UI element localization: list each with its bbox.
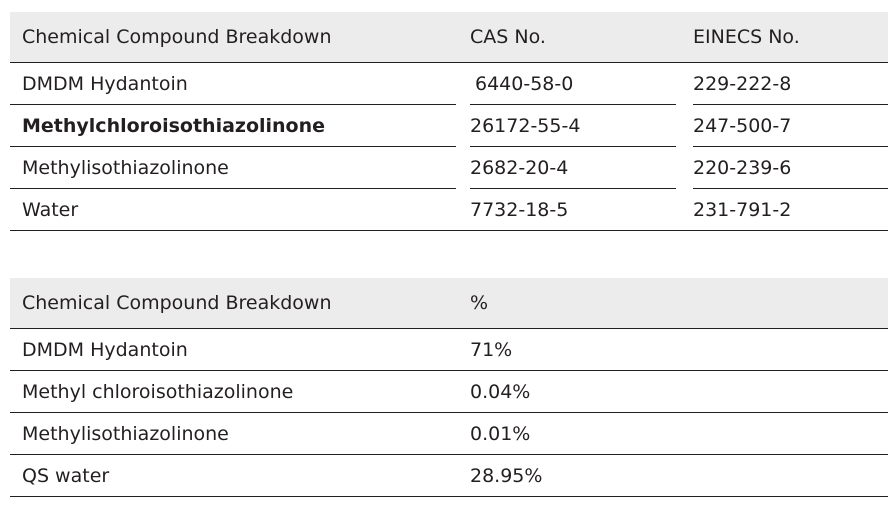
header-compound: Chemical Compound Breakdown [22, 292, 332, 314]
compound-name: Methylisothiazolinone [22, 423, 229, 445]
compound-name: Water [22, 199, 79, 221]
table-row: Methylchloroisothiazolinone 26172-55-4 2… [10, 105, 888, 147]
percent-value: 0.01% [470, 423, 531, 445]
table-row: Methylisothiazolinone 0.01% [10, 413, 888, 455]
compound-name: Methylisothiazolinone [22, 157, 229, 179]
cas-number: 2682-20-4 [470, 157, 569, 179]
row-divider [10, 146, 456, 147]
row-divider [470, 188, 676, 189]
row-divider [470, 146, 676, 147]
cas-number: 26172-55-4 [470, 115, 581, 137]
einecs-number: 229-222-8 [693, 73, 792, 95]
row-divider [693, 104, 888, 105]
row-divider [456, 454, 888, 455]
compound-name: Methylchloroisothiazolinone [22, 115, 326, 137]
table-row: Methyl chloroisothiazolinone 0.04% [10, 371, 888, 413]
table-header: Chemical Compound Breakdown % [10, 278, 888, 329]
compound-name: DMDM Hydantoin [22, 339, 188, 361]
header-einecs: EINECS No. [693, 26, 800, 48]
percent-value: 0.04% [470, 381, 531, 403]
row-divider [470, 104, 676, 105]
table-bottom-rule [10, 230, 888, 231]
row-divider [693, 188, 888, 189]
compound-name: Methyl chloroisothiazolinone [22, 381, 294, 403]
row-divider [10, 454, 456, 455]
cas-number: 7732-18-5 [470, 199, 569, 221]
table-row: DMDM Hydantoin 71% [10, 329, 888, 371]
compound-name: QS water [22, 465, 110, 487]
einecs-number: 247-500-7 [693, 115, 792, 137]
row-divider [10, 104, 456, 105]
header-compound: Chemical Compound Breakdown [22, 26, 332, 48]
table-row: QS water 28.95% [10, 455, 888, 497]
percentage-table: Chemical Compound Breakdown % DMDM Hydan… [10, 278, 888, 497]
table-row: Methylisothiazolinone 2682-20-4 220-239-… [10, 147, 888, 189]
table-header: Chemical Compound Breakdown CAS No. EINE… [10, 12, 888, 63]
percent-value: 28.95% [470, 465, 543, 487]
table-bottom-rule [10, 496, 888, 497]
header-percent: % [470, 292, 489, 314]
row-divider [693, 146, 888, 147]
table-row: Water 7732-18-5 231-791-2 [10, 189, 888, 231]
einecs-number: 220-239-6 [693, 157, 792, 179]
table-row: DMDM Hydantoin 6440-58-0 229-222-8 [10, 63, 888, 105]
row-divider [456, 370, 888, 371]
einecs-number: 231-791-2 [693, 199, 792, 221]
compound-name: DMDM Hydantoin [22, 73, 188, 95]
row-divider [456, 412, 888, 413]
cas-number: 6440-58-0 [475, 73, 574, 95]
row-divider [10, 370, 456, 371]
header-cas: CAS No. [470, 26, 546, 48]
row-divider [10, 188, 456, 189]
cas-einecs-table: Chemical Compound Breakdown CAS No. EINE… [10, 12, 888, 231]
row-divider [10, 412, 456, 413]
percent-value: 71% [470, 339, 513, 361]
